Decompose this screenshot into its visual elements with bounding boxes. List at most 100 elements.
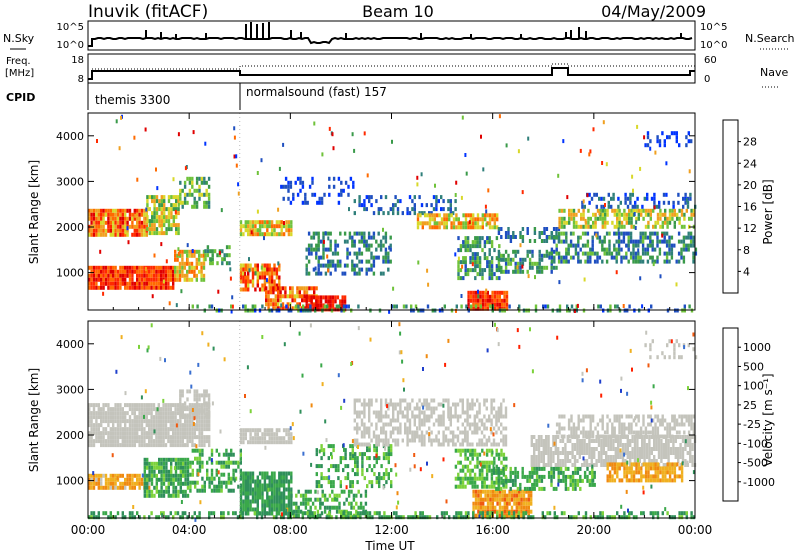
power-cell	[467, 221, 470, 226]
power-cell	[612, 192, 615, 197]
power-cell	[268, 220, 271, 225]
velocity-cell	[152, 419, 156, 424]
velocity-cell	[186, 397, 189, 402]
power-cell	[641, 235, 645, 240]
power-cell	[322, 303, 325, 308]
velocity-cell	[404, 422, 407, 427]
power-cell	[514, 269, 517, 274]
velocity-cell	[167, 457, 170, 462]
power-cell	[292, 196, 295, 201]
power-cell	[270, 271, 274, 276]
velocity-cell	[372, 430, 376, 435]
velocity-cell	[520, 509, 523, 514]
power-cell	[114, 228, 117, 233]
power-cell	[90, 232, 93, 237]
velocity-cell	[449, 422, 452, 427]
velocity-cell	[167, 419, 170, 424]
power-cell	[158, 219, 161, 224]
power-cell	[590, 196, 594, 201]
power-cell	[287, 232, 291, 237]
power-cell	[104, 228, 108, 233]
power-cell	[254, 263, 257, 268]
velocity-cell	[261, 507, 264, 512]
velocity-cell	[184, 435, 187, 440]
power-cell	[267, 290, 270, 295]
velocity-cell	[437, 414, 440, 419]
velocity-cell	[394, 418, 397, 423]
power-cell	[278, 275, 281, 280]
power-cell	[315, 303, 318, 308]
power-cell	[114, 216, 117, 221]
velocity-cell	[201, 464, 204, 469]
power-cell	[290, 224, 293, 229]
power-cell	[656, 259, 659, 264]
power-cell	[603, 247, 606, 252]
velocity-cell	[542, 451, 545, 455]
velocity-cell	[88, 431, 91, 436]
velocity-cell	[133, 443, 136, 448]
power-cell	[116, 220, 120, 225]
velocity-cell	[203, 435, 206, 440]
velocity-cell	[261, 440, 264, 445]
velocity-cell	[208, 443, 211, 448]
power-cell	[600, 204, 603, 209]
power-cell	[490, 272, 494, 277]
power-cell	[172, 219, 175, 224]
velocity-cell	[189, 460, 192, 465]
power-cell	[346, 255, 349, 260]
power-cell	[266, 263, 269, 268]
power-cell	[503, 298, 506, 303]
velocity-cell	[363, 402, 366, 407]
power-cell	[168, 301, 171, 306]
power-cell	[641, 259, 645, 264]
velocity-cell	[162, 403, 165, 408]
power-cell	[464, 240, 467, 245]
power-cell	[116, 232, 120, 237]
power-cell	[609, 304, 612, 309]
power-cell	[445, 221, 448, 226]
power-cell	[588, 152, 591, 157]
power-cell	[618, 208, 621, 213]
velocity-cell	[490, 484, 494, 489]
velocity-cell	[186, 435, 189, 440]
power-cell	[512, 257, 515, 262]
power-cell	[560, 239, 563, 244]
velocity-cell	[121, 431, 124, 436]
power-cell	[420, 203, 424, 208]
velocity-cell	[275, 487, 279, 492]
power-cell	[298, 302, 301, 307]
power-cell	[430, 211, 433, 216]
power-cell	[157, 265, 160, 270]
power-cell	[348, 235, 352, 240]
power-cell	[272, 290, 275, 295]
power-cell	[249, 220, 252, 225]
velocity-cell	[280, 475, 283, 480]
power-cell	[683, 224, 686, 229]
power-cell	[287, 188, 290, 193]
velocity-cell	[266, 503, 269, 508]
velocity-cell	[500, 480, 503, 485]
velocity-cell	[97, 477, 100, 482]
power-cell	[637, 239, 640, 244]
velocity-cell	[140, 443, 144, 448]
power-cell	[286, 306, 289, 311]
power-cell	[291, 286, 294, 291]
power-cell	[88, 265, 91, 270]
power-cell	[360, 267, 364, 272]
power-cell	[469, 290, 473, 295]
power-cell	[190, 265, 194, 270]
power-cell	[680, 255, 683, 260]
power-cell	[457, 264, 460, 269]
power-cell	[550, 235, 554, 240]
velocity-cell	[225, 464, 228, 469]
velocity-cell	[182, 493, 185, 498]
power-cell	[121, 220, 124, 225]
power-cell	[104, 232, 108, 237]
power-cell	[625, 255, 628, 260]
velocity-cell	[480, 430, 484, 435]
power-cell	[179, 200, 182, 205]
power-cell	[329, 307, 332, 312]
power-cell	[476, 244, 479, 249]
power-cell	[572, 231, 575, 236]
power-cell	[389, 259, 392, 264]
